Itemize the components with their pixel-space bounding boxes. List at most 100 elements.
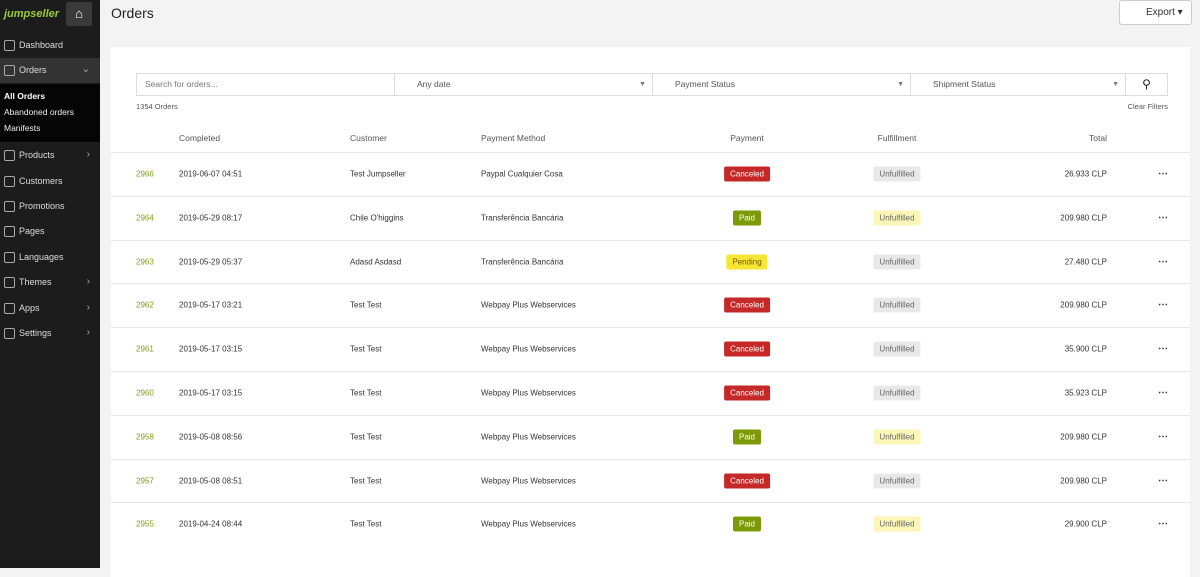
nav-item[interactable]: Apps › [0,296,100,320]
row-menu[interactable]: ⋯ [1158,299,1168,311]
payment-method: Paypal Cualquier Cosa [481,169,563,179]
payment-method: Webpay Plus Webservices [481,519,576,529]
order-id[interactable]: 2961 [136,344,154,354]
nav-label: Themes [19,277,52,287]
customer: Test Test [350,476,382,486]
nav-label: Products [19,150,55,160]
payment-method: Transferência Bancária [481,213,564,223]
nav-item[interactable]: Products › [0,143,100,167]
payment-badge: Canceled [724,341,770,357]
column-header: Payment Method [481,133,546,143]
row-divider [111,414,1190,416]
payment-method: Transferência Bancária [481,257,564,267]
row-divider [111,327,1190,329]
order-date: 2019-05-17 03:21 [179,300,243,310]
order-total: 35.900 CLP [1064,344,1107,354]
fulfillment-badge: Unfulfilled [873,429,921,445]
column-header: Customer [350,133,387,143]
customer: Test Test [350,519,382,529]
row-menu[interactable]: ⋯ [1158,387,1168,399]
customer: Test Test [350,344,382,354]
date-filter[interactable]: Any date ▼ [394,73,653,96]
order-date: 2019-05-17 03:15 [179,344,243,354]
payment-badge: Canceled [724,166,770,182]
payment-method: Webpay Plus Webservices [481,300,576,310]
payment-filter[interactable]: Payment Status ▼ [652,73,911,96]
order-total: 209.980 CLP [1060,476,1107,486]
order-date: 2019-06-07 04:51 [179,169,243,179]
home-button[interactable]: ⌂ [66,2,92,26]
row-divider [111,239,1190,241]
submenu-item[interactable]: Manifests [4,123,41,133]
row-menu[interactable]: ⋯ [1158,475,1168,487]
order-id[interactable]: 2962 [136,300,154,310]
customer: Chile O'higgins [350,213,404,223]
nav-item[interactable]: Themes › [0,270,100,294]
payment-badge: Paid [732,210,762,226]
clear-filters[interactable]: Clear Filters [1127,102,1168,111]
search-button[interactable]: ⚲ [1125,73,1168,96]
page-title: Orders [111,5,154,21]
shipment-label: Shipment Status [933,79,996,89]
nav-item[interactable]: Orders ⌄ [0,58,100,82]
customer: Adasd Asdasd [350,257,402,267]
payment-badge: Canceled [724,297,770,313]
sidebar: jumpseller ⌂ Dashboard Orders ⌄ All Order… [0,0,100,568]
row-divider [111,458,1190,460]
order-total: 27.480 CLP [1064,257,1107,267]
fulfillment-badge: Unfulfilled [873,516,921,532]
row-menu[interactable]: ⋯ [1158,431,1168,443]
order-id[interactable]: 2966 [136,169,154,179]
order-date: 2019-04-24 08:44 [179,519,243,529]
fulfillment-badge: Unfulfilled [873,473,921,489]
export-button[interactable]: Export ▾ [1119,0,1192,25]
submenu-item[interactable]: Abandoned orders [4,107,74,117]
order-date: 2019-05-29 05:37 [179,257,243,267]
column-header: Completed [179,133,221,143]
payment-method: Webpay Plus Webservices [481,388,576,398]
order-id[interactable]: 2957 [136,476,154,486]
column-header: Payment [730,133,764,143]
nav-label: Apps [19,303,40,313]
order-id[interactable]: 2963 [136,257,154,267]
order-count: 1354 Orders [136,102,178,111]
row-menu[interactable]: ⋯ [1158,212,1168,224]
submenu-item[interactable]: All Orders [4,91,46,101]
row-menu[interactable]: ⋯ [1158,256,1168,268]
search-input[interactable]: Search for orders... [136,73,395,96]
shipment-filter[interactable]: Shipment Status ▼ [910,73,1126,96]
row-divider [111,371,1190,372]
order-total: 209.980 CLP [1060,213,1107,223]
order-total: 35.923 CLP [1064,388,1107,398]
customer: Test Test [350,300,382,310]
order-date: 2019-05-08 08:56 [179,432,243,442]
payment-method: Webpay Plus Webservices [481,344,576,354]
payment-method: Webpay Plus Webservices [481,476,576,486]
nav-item[interactable]: Languages [0,245,100,269]
fulfillment-badge: Unfulfilled [873,297,921,313]
payment-badge: Pending [726,254,768,270]
logo[interactable]: jumpseller [4,8,60,20]
date-label: Any date [417,79,451,89]
nav-item[interactable]: Promotions [0,194,100,218]
order-id[interactable]: 2964 [136,213,154,223]
order-id[interactable]: 2960 [136,388,154,398]
fulfillment-badge: Unfulfilled [873,385,921,401]
order-id[interactable]: 2958 [136,432,154,442]
row-menu[interactable]: ⋯ [1158,168,1168,180]
nav-item[interactable]: Dashboard [0,33,100,57]
order-id[interactable]: 2955 [136,519,154,529]
payment-method: Webpay Plus Webservices [481,432,576,442]
nav-item[interactable]: Customers [0,169,100,193]
column-header: Total [1089,133,1107,143]
row-divider [111,283,1190,285]
export-label: Export [1146,7,1175,18]
row-menu[interactable]: ⋯ [1158,343,1168,355]
customer: Test Jumpseller [350,169,406,179]
payment-badge: Paid [732,516,762,532]
row-menu[interactable]: ⋯ [1158,518,1168,530]
nav-item[interactable]: Pages [0,219,100,243]
nav-item[interactable]: Settings › [0,321,100,345]
order-total: 29.900 CLP [1064,519,1107,529]
